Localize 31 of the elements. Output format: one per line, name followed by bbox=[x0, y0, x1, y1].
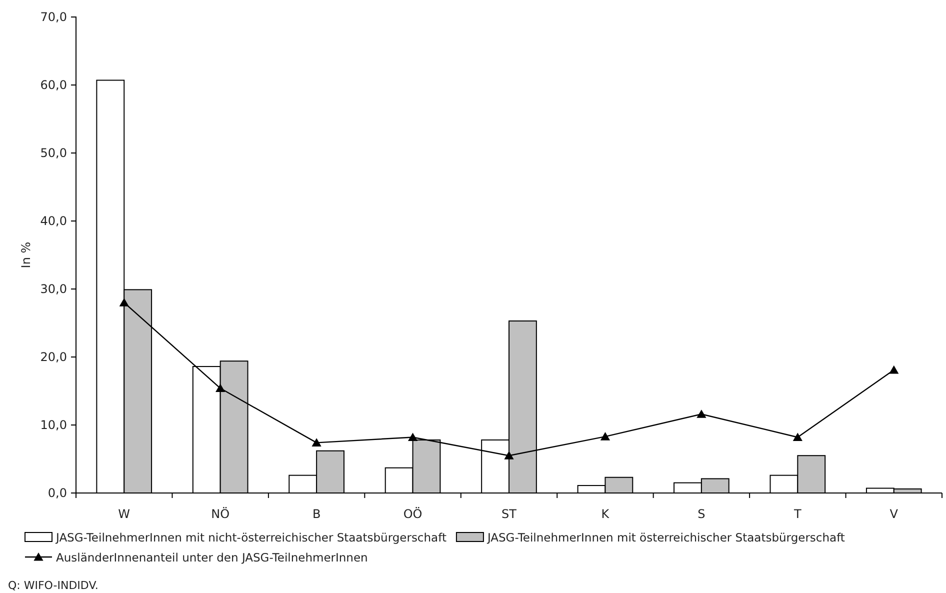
point bbox=[792, 432, 802, 442]
x-tick-label: B bbox=[312, 507, 321, 521]
y-tick-label: 30,0 bbox=[40, 282, 67, 296]
y-tick-label: 20,0 bbox=[40, 350, 67, 364]
x-tick-label: OÖ bbox=[403, 507, 422, 521]
point bbox=[696, 410, 706, 418]
y-tick-label: 0,0 bbox=[48, 486, 67, 500]
y-tick-label: 40,0 bbox=[40, 214, 67, 228]
point bbox=[312, 438, 322, 446]
y-tick-label: 60,0 bbox=[40, 78, 67, 92]
y-tick-label: 50,0 bbox=[40, 146, 67, 160]
text: Q: WIFO-INDIDV. bbox=[8, 579, 98, 592]
point bbox=[408, 432, 418, 442]
point bbox=[504, 451, 514, 460]
legend-label: AusländerInnenanteil unter den JASG-TeilnehmerInnen bbox=[56, 550, 368, 564]
y-axis-title: In % bbox=[19, 242, 33, 268]
legend-label: JASG-TeilnehmerInnen mit nicht-österreichischer Staatsbürgerschaft bbox=[55, 530, 447, 544]
x-tick-label: ST bbox=[502, 507, 518, 521]
x-tick-label: T bbox=[792, 507, 802, 521]
point bbox=[216, 384, 226, 392]
x-tick-label: V bbox=[890, 507, 899, 521]
x-tick-label: NÖ bbox=[211, 507, 230, 521]
x-tick-label: K bbox=[601, 507, 610, 521]
x-tick-label: S bbox=[698, 507, 706, 521]
y-tick-label: 70,0 bbox=[40, 10, 67, 24]
point bbox=[119, 298, 129, 306]
y-tick-label: 10,0 bbox=[40, 418, 67, 432]
legend-label: JASG-TeilnehmerInnen mit österreichischer Staatsbürgerschaft bbox=[486, 530, 846, 544]
point bbox=[889, 365, 899, 374]
point bbox=[600, 432, 610, 440]
x-tick-label: W bbox=[118, 507, 130, 521]
